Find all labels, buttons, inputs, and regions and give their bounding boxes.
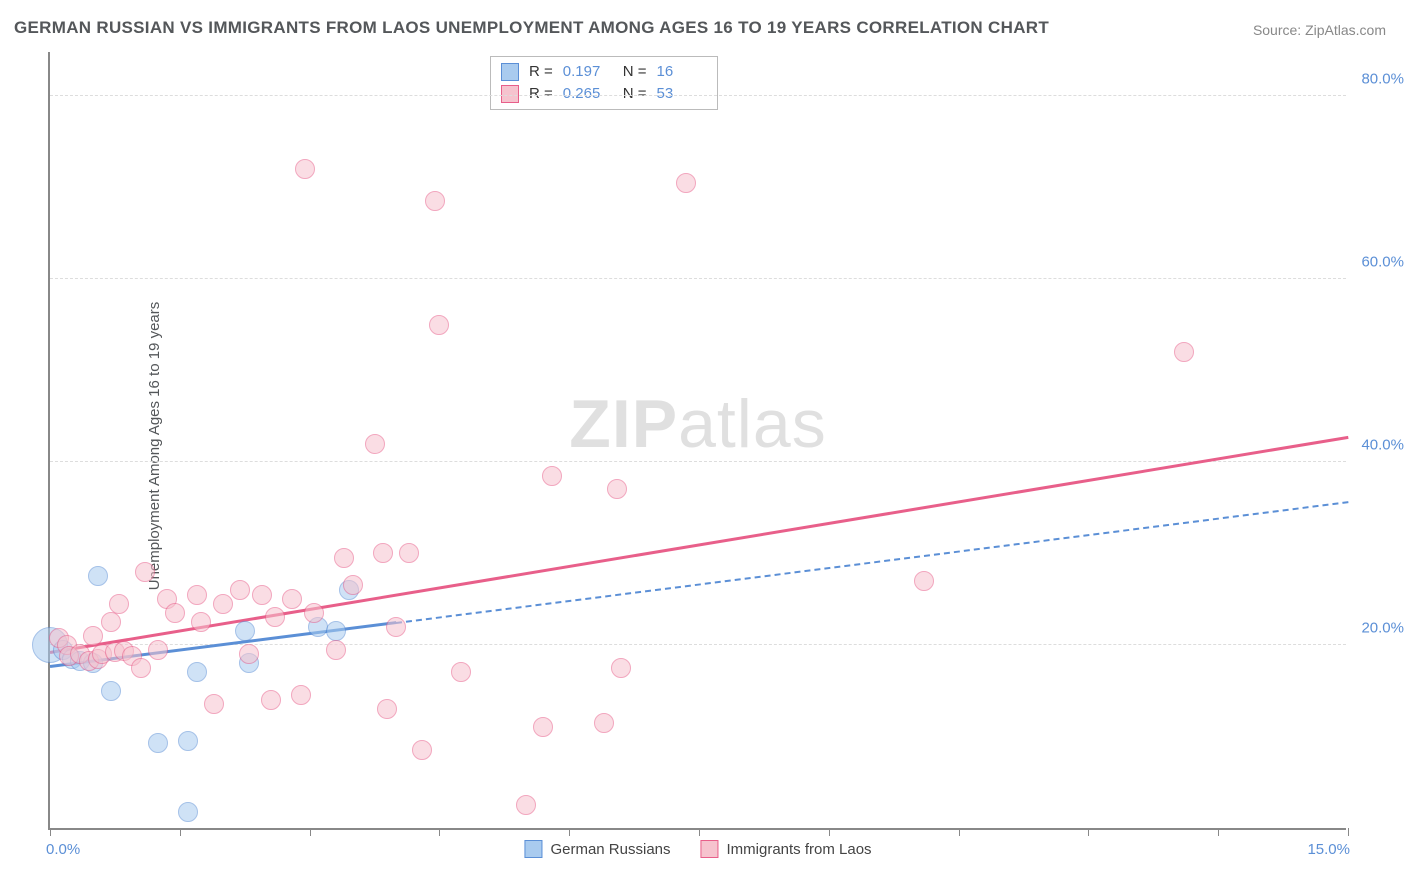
scatter-point [1174, 342, 1194, 362]
r-value: 0.197 [563, 61, 613, 83]
scatter-point [516, 795, 536, 815]
scatter-point [451, 662, 471, 682]
scatter-point [187, 662, 207, 682]
x-tick [50, 828, 51, 836]
scatter-point [148, 640, 168, 660]
scatter-point [135, 562, 155, 582]
x-tick [959, 828, 960, 836]
trend-line [396, 501, 1348, 624]
scatter-point [178, 731, 198, 751]
x-axis-max: 15.0% [1307, 841, 1350, 858]
scatter-point [204, 694, 224, 714]
scatter-point [295, 159, 315, 179]
scatter-point [261, 690, 281, 710]
scatter-point [252, 585, 272, 605]
legend-item-series-0: German Russians [524, 840, 670, 858]
watermark-zip: ZIP [569, 386, 678, 462]
scatter-point [265, 607, 285, 627]
source-link[interactable]: ZipAtlas.com [1305, 22, 1386, 38]
x-tick [1218, 828, 1219, 836]
scatter-point [594, 713, 614, 733]
plot-area: ZIPatlas R = 0.197 N = 16 R = 0.265 N = … [48, 52, 1346, 830]
x-tick [1088, 828, 1089, 836]
y-tick-label: 20.0% [1350, 619, 1404, 636]
gridline-horizontal [50, 95, 1346, 96]
scatter-point [914, 571, 934, 591]
chart-title: GERMAN RUSSIAN VS IMMIGRANTS FROM LAOS U… [14, 18, 1049, 38]
scatter-point [377, 699, 397, 719]
watermark: ZIPatlas [569, 385, 826, 463]
scatter-point [83, 626, 103, 646]
watermark-atlas: atlas [678, 386, 827, 462]
scatter-point [131, 658, 151, 678]
x-tick [439, 828, 440, 836]
x-tick [699, 828, 700, 836]
scatter-point [611, 658, 631, 678]
scatter-point [386, 617, 406, 637]
legend-row-series-0: R = 0.197 N = 16 [501, 61, 707, 83]
n-value: 16 [657, 61, 707, 83]
scatter-point [334, 548, 354, 568]
scatter-point [676, 173, 696, 193]
scatter-point [533, 717, 553, 737]
x-tick [180, 828, 181, 836]
x-tick [1348, 828, 1349, 836]
scatter-point [235, 621, 255, 641]
y-tick-label: 40.0% [1350, 436, 1404, 453]
scatter-point [326, 621, 346, 641]
swatch-icon [701, 840, 719, 858]
scatter-point [542, 466, 562, 486]
series-label: Immigrants from Laos [727, 841, 872, 858]
source-attribution: Source: ZipAtlas.com [1253, 22, 1386, 38]
scatter-point [148, 733, 168, 753]
scatter-point [399, 543, 419, 563]
scatter-point [425, 191, 445, 211]
scatter-point [109, 594, 129, 614]
y-tick-label: 60.0% [1350, 253, 1404, 270]
scatter-point [291, 685, 311, 705]
scatter-point [187, 585, 207, 605]
y-tick-label: 80.0% [1350, 70, 1404, 87]
scatter-point [412, 740, 432, 760]
n-label: N = [623, 61, 647, 83]
x-axis-min: 0.0% [46, 841, 80, 858]
scatter-point [429, 315, 449, 335]
swatch-icon [501, 63, 519, 81]
scatter-point [213, 594, 233, 614]
source-prefix: Source: [1253, 22, 1305, 38]
series-legend: German Russians Immigrants from Laos [524, 840, 871, 858]
scatter-point [178, 802, 198, 822]
scatter-point [101, 612, 121, 632]
r-label: R = [529, 61, 553, 83]
scatter-point [101, 681, 121, 701]
scatter-point [88, 566, 108, 586]
scatter-point [365, 434, 385, 454]
scatter-point [165, 603, 185, 623]
correlation-legend: R = 0.197 N = 16 R = 0.265 N = 53 [490, 56, 718, 110]
gridline-horizontal [50, 461, 1346, 462]
swatch-icon [524, 840, 542, 858]
scatter-point [282, 589, 302, 609]
x-tick [569, 828, 570, 836]
scatter-point [373, 543, 393, 563]
scatter-point [607, 479, 627, 499]
scatter-point [239, 644, 259, 664]
scatter-point [326, 640, 346, 660]
gridline-horizontal [50, 278, 1346, 279]
scatter-point [304, 603, 324, 623]
x-tick [829, 828, 830, 836]
legend-item-series-1: Immigrants from Laos [701, 840, 872, 858]
scatter-point [230, 580, 250, 600]
series-label: German Russians [550, 841, 670, 858]
scatter-point [343, 575, 363, 595]
x-tick [310, 828, 311, 836]
scatter-point [191, 612, 211, 632]
